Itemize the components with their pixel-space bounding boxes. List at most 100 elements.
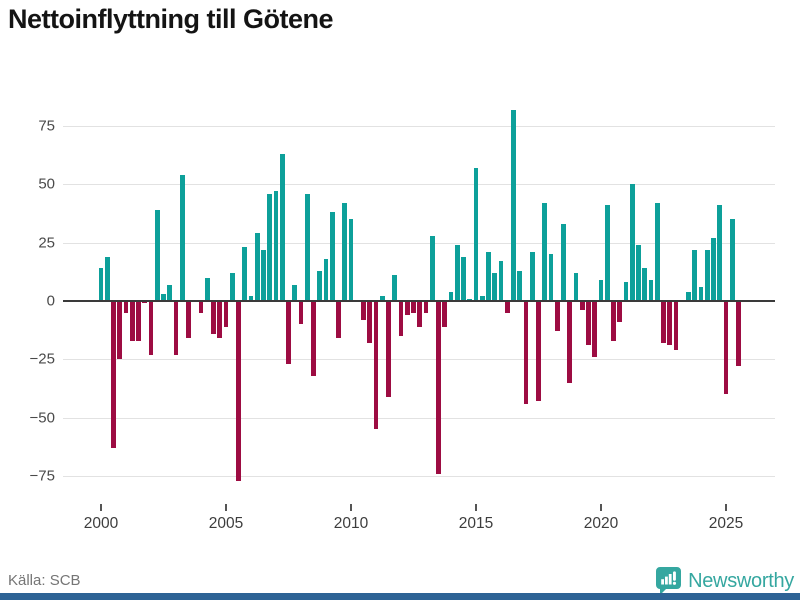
bar-2012-Q1 [398,301,404,336]
bar-2016-Q3 [511,109,516,301]
bar-2021-Q4 [642,268,648,301]
bar-2018-Q1 [548,254,554,301]
x-tick-2000 [100,504,102,511]
x-tick-label-2000: 2000 [83,515,119,532]
bar-2017-Q4 [542,203,548,301]
gridline-y--50 [63,417,775,419]
bar-2024-Q4 [717,205,723,301]
bar-2019-Q2 [579,301,585,311]
bar-2012-Q2 [404,301,410,315]
bar-2014-Q2 [454,245,460,301]
bar-2010-Q4 [367,301,373,343]
bar-2009-Q2 [329,212,335,301]
zero-axis-line [63,300,775,302]
bar-2024-Q2 [704,249,710,301]
y-tick-label-0: 0 [46,292,55,310]
bar-2005-Q1 [223,301,229,327]
bar-2015-Q2 [479,296,485,301]
bar-2013-Q3 [436,301,441,474]
bar-2022-Q3 [661,301,666,343]
bar-2011-Q3 [386,301,391,397]
bar-2004-Q1 [198,301,204,313]
bar-2003-Q1 [173,301,179,355]
bar-2011-Q4 [392,275,398,301]
bar-2006-Q4 [267,193,273,301]
bar-2020-Q2 [604,205,610,301]
bar-2013-Q2 [429,235,435,301]
bar-2009-Q1 [323,259,329,301]
bar-2023-Q4 [692,249,698,301]
bar-2022-Q2 [654,203,660,301]
bar-2014-Q4 [467,298,473,301]
bar-2021-Q1 [623,282,629,301]
bar-2022-Q4 [667,301,673,346]
bar-2019-Q3 [586,301,591,346]
bar-2013-Q4 [442,301,448,327]
bar-2002-Q1 [148,301,154,355]
brand-name: Newsworthy [688,569,794,592]
x-tick-2020 [600,504,602,511]
x-tick-label-2005: 2005 [208,515,244,532]
bar-2007-Q3 [286,301,291,364]
gridline-y-75 [63,126,775,128]
bar-2023-Q3 [686,291,691,301]
bar-2001-Q3 [136,301,141,341]
bar-2017-Q2 [529,252,535,301]
bar-2002-Q3 [161,294,166,301]
bar-2000-Q3 [111,301,116,448]
x-axis: 2000 2005 2010 2015 2020 2025 [63,504,775,544]
x-tick-2025 [725,504,727,511]
y-tick-label--75: −75 [29,467,55,485]
source-label: Källa: SCB [8,572,81,589]
bar-2007-Q1 [273,191,279,301]
bar-2020-Q1 [598,280,604,301]
bar-2017-Q1 [523,301,529,404]
bar-2024-Q3 [711,238,716,301]
gridline-y-25 [63,242,775,244]
x-tick-label-2020: 2020 [583,515,619,532]
bar-2025-Q3 [736,301,741,367]
bar-2006-Q3 [261,249,266,301]
bar-2018-Q2 [554,301,560,332]
bar-2025-Q2 [729,219,735,301]
bar-2018-Q3 [561,224,566,301]
bar-2021-Q3 [636,245,641,301]
bar-2004-Q4 [217,301,223,339]
bar-2006-Q1 [248,296,254,301]
bar-2024-Q1 [698,287,704,301]
bar-2006-Q2 [254,233,260,301]
bar-2005-Q3 [236,301,241,481]
bar-2010-Q3 [361,301,366,320]
bar-2012-Q4 [417,301,423,327]
bar-2004-Q3 [211,301,216,334]
bar-2013-Q1 [423,301,429,313]
bar-2019-Q4 [592,301,598,357]
gridline-y--75 [63,475,775,477]
bar-2002-Q2 [154,210,160,301]
bar-2016-Q1 [498,261,504,301]
x-tick-2010 [350,504,352,511]
bar-2015-Q1 [473,168,479,301]
x-tick-label-2015: 2015 [458,515,494,532]
bar-2019-Q1 [573,273,579,301]
y-tick-label-75: 75 [38,117,55,135]
bar-2008-Q1 [298,301,304,325]
x-tick-label-2010: 2010 [333,515,369,532]
bar-2010-Q1 [348,219,354,301]
bar-2015-Q4 [492,273,498,301]
bar-2009-Q4 [342,203,348,301]
bar-2004-Q2 [204,277,210,301]
y-tick-label--25: −25 [29,350,55,368]
bar-2008-Q3 [311,301,316,376]
y-tick-label-50: 50 [38,175,55,193]
bar-2001-Q4 [142,301,148,304]
bar-2023-Q1 [673,301,679,350]
bar-2012-Q3 [411,301,416,313]
bar-2007-Q2 [279,154,285,301]
gridline-y--25 [63,359,775,361]
bar-2025-Q1 [723,301,729,395]
bar-2011-Q1 [373,301,379,430]
gridline-y-50 [63,184,775,186]
newsworthy-bar-chart-badge-icon [656,567,682,595]
